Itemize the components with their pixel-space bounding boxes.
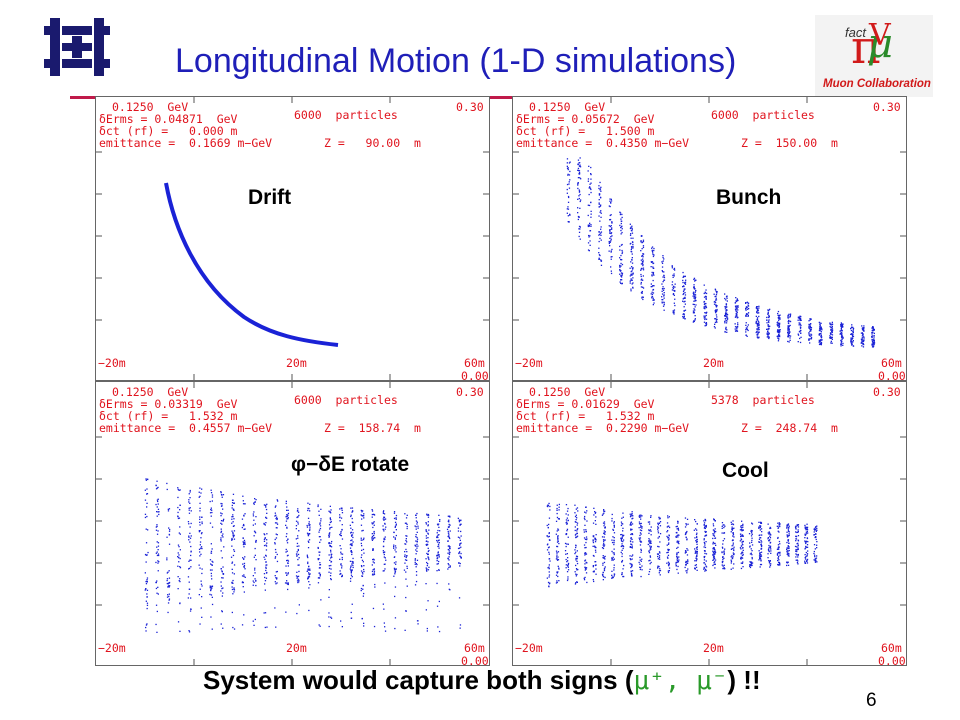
z-position: Z = 150.00 m: [741, 136, 838, 150]
label-rotate: φ−δE rotate: [291, 453, 410, 476]
svg-text:V: V: [868, 18, 892, 53]
z-position: Z = 248.74 m: [741, 421, 838, 435]
x-max-label: 60m: [464, 641, 485, 655]
ct-readout: δct (rf) = 1.532 m: [516, 409, 655, 423]
phase-space-plot: [96, 97, 489, 380]
erms-readout: δErms = 0.05672 GeV: [516, 112, 655, 126]
label-drift: Drift: [248, 186, 292, 209]
emittance-readout: emittance = 0.1669 m−GeV: [99, 136, 273, 150]
ct-readout: δct (rf) = 0.000 m: [99, 124, 238, 138]
energy-readout: 0.1250 GeV: [529, 100, 606, 114]
x-min-label: −20m: [515, 356, 543, 370]
particle-count: 6000 particles: [711, 108, 815, 122]
phase-space-plot: [513, 97, 906, 380]
phase-space-plot: [96, 382, 489, 665]
slide-title: Longitudinal Motion (1-D simulations): [175, 42, 737, 80]
footer-caption: System would capture both signs (μ⁺, μ⁻)…: [203, 665, 761, 696]
y-max-label: 0.30: [873, 385, 901, 399]
z-position: Z = 90.00 m: [324, 136, 421, 150]
energy-readout: 0.1250 GeV: [112, 100, 189, 114]
particle-count: 6000 particles: [294, 108, 398, 122]
energy-readout: 0.1250 GeV: [529, 385, 606, 399]
x-max-label: 60m: [881, 641, 902, 655]
y-max-label: 0.30: [456, 100, 484, 114]
page-number: 6: [866, 690, 877, 711]
label-bunch: Bunch: [716, 186, 782, 209]
particle-count: 6000 particles: [294, 393, 398, 407]
energy-readout: 0.1250 GeV: [112, 385, 189, 399]
footer-mu-signs: μ⁺, μ⁻: [633, 666, 728, 696]
panel-bunch: 0.1250 GeV 6000 particles δErms = 0.05672 …: [512, 96, 907, 381]
x-mid-label: 20m: [286, 356, 307, 370]
muon-collab-text: Muon Collaboration: [823, 78, 931, 90]
erms-readout: δErms = 0.04871 GeV: [99, 112, 238, 126]
x-max-label: 60m: [881, 356, 902, 370]
y-max-label: 0.30: [873, 100, 901, 114]
emittance-readout: emittance = 0.4557 m−GeV: [99, 421, 273, 435]
ct-readout: δct (rf) = 1.532 m: [99, 409, 238, 423]
emittance-readout: emittance = 0.4350 m−GeV: [516, 136, 690, 150]
x-min-label: −20m: [98, 641, 126, 655]
fermilab-logo: [44, 18, 110, 76]
footer-end: ) !!: [727, 665, 761, 695]
panel-drift: 0.1250 GeV 6000 particles δErms = 0.04871 …: [95, 96, 490, 381]
y-min-label: 0.00: [461, 369, 489, 381]
svg-text:π: π: [851, 20, 881, 74]
panel-cool: 0.1250 GeV 5378 particles δErms = 0.01629 …: [512, 381, 907, 666]
x-mid-label: 20m: [703, 356, 724, 370]
erms-readout: δErms = 0.03319 GeV: [99, 397, 238, 411]
fact-text: fact: [845, 25, 867, 40]
ct-readout: δct (rf) = 1.500 m: [516, 124, 655, 138]
x-mid-label: 20m: [703, 641, 724, 655]
particle-count: 5378 particles: [711, 393, 815, 407]
x-mid-label: 20m: [286, 641, 307, 655]
x-min-label: −20m: [515, 641, 543, 655]
label-cool: Cool: [722, 459, 769, 482]
footer-text: System would capture both signs (: [203, 665, 634, 695]
y-min-label: 0.00: [878, 654, 906, 666]
emittance-readout: emittance = 0.2290 m−GeV: [516, 421, 690, 435]
y-min-label: 0.00: [878, 369, 906, 381]
muon-collaboration-logo: π μ V fact Muon Collaboration: [815, 15, 933, 97]
y-min-label: 0.00: [461, 654, 489, 666]
x-min-label: −20m: [98, 356, 126, 370]
z-position: Z = 158.74 m: [324, 421, 421, 435]
svg-text:μ: μ: [867, 21, 893, 67]
phase-space-plot: [513, 382, 906, 665]
x-max-label: 60m: [464, 356, 485, 370]
erms-readout: δErms = 0.01629 GeV: [516, 397, 655, 411]
y-max-label: 0.30: [456, 385, 484, 399]
panel-rotate: 0.1250 GeV 6000 particles δErms = 0.03319 …: [95, 381, 490, 666]
